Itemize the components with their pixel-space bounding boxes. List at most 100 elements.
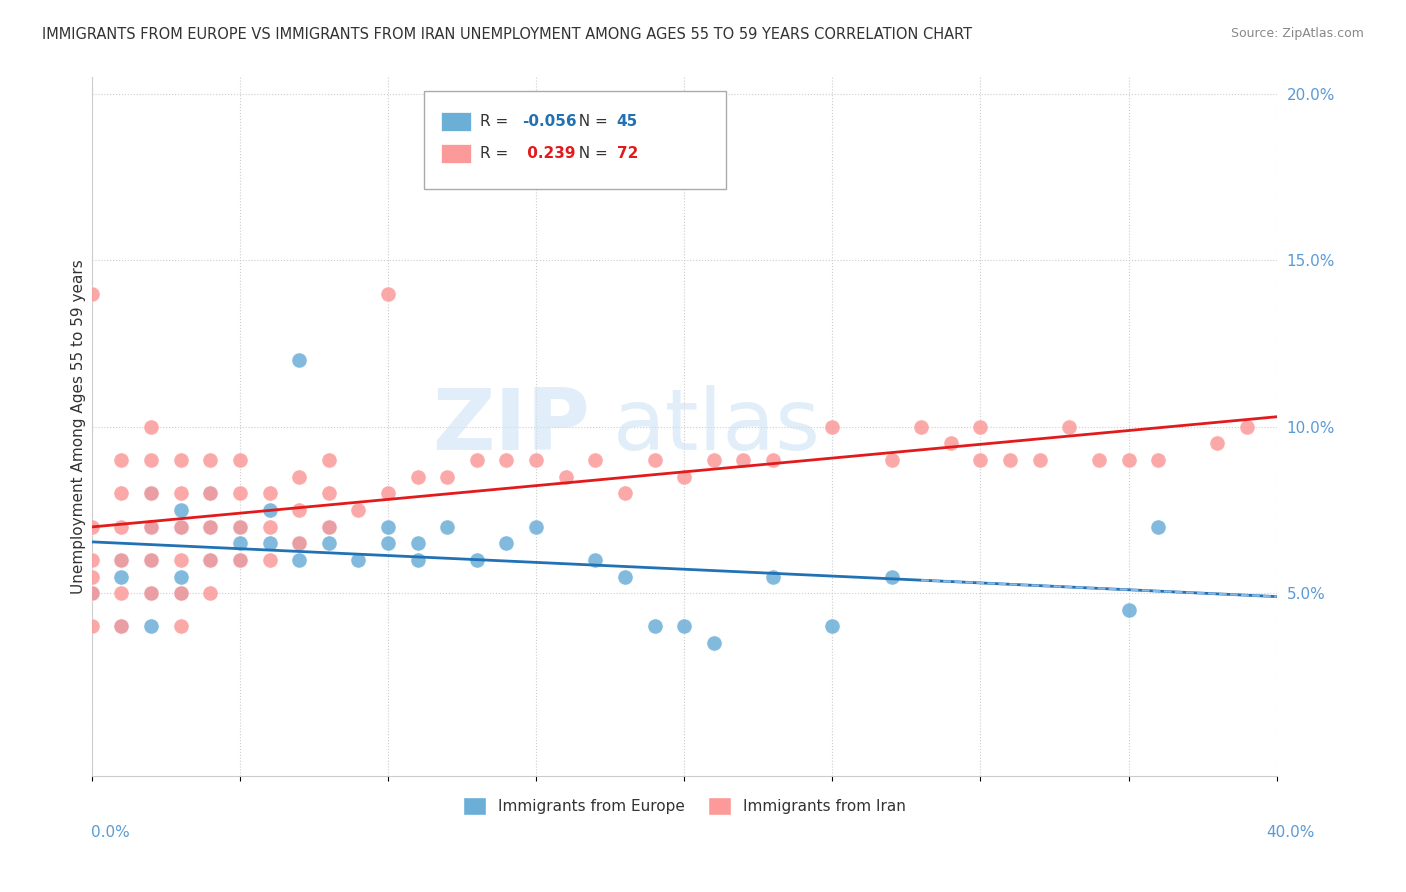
- Point: [703, 636, 725, 650]
- Point: [229, 453, 252, 467]
- Point: [554, 469, 576, 483]
- Point: [139, 519, 162, 533]
- Point: [1147, 453, 1170, 467]
- Point: [229, 553, 252, 567]
- Point: [259, 503, 281, 517]
- Point: [139, 519, 162, 533]
- Point: [139, 586, 162, 600]
- Point: [880, 453, 903, 467]
- Point: [169, 519, 191, 533]
- Point: [200, 586, 222, 600]
- Point: [821, 419, 844, 434]
- Point: [436, 469, 458, 483]
- Point: [465, 553, 488, 567]
- Point: [288, 536, 311, 550]
- Point: [762, 453, 785, 467]
- Point: [169, 486, 191, 500]
- Point: [377, 286, 399, 301]
- Point: [1147, 519, 1170, 533]
- Point: [524, 519, 547, 533]
- Point: [200, 453, 222, 467]
- Point: [110, 519, 132, 533]
- Point: [495, 453, 517, 467]
- Text: -0.056: -0.056: [522, 114, 576, 129]
- Text: 0.239: 0.239: [522, 146, 575, 161]
- Point: [288, 353, 311, 368]
- Point: [139, 553, 162, 567]
- Point: [200, 519, 222, 533]
- Point: [139, 453, 162, 467]
- Text: N =: N =: [569, 146, 613, 161]
- Point: [583, 453, 606, 467]
- Point: [998, 453, 1021, 467]
- Point: [169, 586, 191, 600]
- Point: [1118, 453, 1140, 467]
- Point: [1088, 453, 1111, 467]
- Legend: Immigrants from Europe, Immigrants from Iran: Immigrants from Europe, Immigrants from …: [454, 788, 915, 824]
- Point: [318, 519, 340, 533]
- Point: [436, 519, 458, 533]
- Point: [80, 286, 103, 301]
- Point: [673, 619, 696, 633]
- Point: [139, 486, 162, 500]
- Text: Source: ZipAtlas.com: Source: ZipAtlas.com: [1230, 27, 1364, 40]
- Point: [583, 553, 606, 567]
- Text: R =: R =: [481, 114, 513, 129]
- Point: [406, 536, 429, 550]
- Point: [377, 519, 399, 533]
- Point: [644, 453, 666, 467]
- Point: [110, 619, 132, 633]
- Point: [200, 553, 222, 567]
- Text: 40.0%: 40.0%: [1267, 825, 1315, 840]
- Point: [821, 619, 844, 633]
- Point: [465, 453, 488, 467]
- Point: [318, 519, 340, 533]
- Point: [169, 569, 191, 583]
- Point: [318, 486, 340, 500]
- Point: [110, 569, 132, 583]
- Point: [406, 469, 429, 483]
- Point: [169, 453, 191, 467]
- Point: [406, 553, 429, 567]
- Point: [229, 519, 252, 533]
- Point: [259, 486, 281, 500]
- Point: [1118, 603, 1140, 617]
- Point: [200, 486, 222, 500]
- Point: [347, 553, 370, 567]
- Point: [318, 453, 340, 467]
- Point: [200, 553, 222, 567]
- Point: [229, 519, 252, 533]
- Point: [969, 453, 991, 467]
- Point: [80, 569, 103, 583]
- Point: [288, 553, 311, 567]
- Point: [644, 619, 666, 633]
- Point: [80, 586, 103, 600]
- Point: [673, 469, 696, 483]
- Point: [110, 486, 132, 500]
- Point: [139, 619, 162, 633]
- Text: IMMIGRANTS FROM EUROPE VS IMMIGRANTS FROM IRAN UNEMPLOYMENT AMONG AGES 55 TO 59 : IMMIGRANTS FROM EUROPE VS IMMIGRANTS FRO…: [42, 27, 973, 42]
- Point: [229, 553, 252, 567]
- Point: [288, 469, 311, 483]
- Point: [259, 519, 281, 533]
- Point: [495, 536, 517, 550]
- Y-axis label: Unemployment Among Ages 55 to 59 years: Unemployment Among Ages 55 to 59 years: [72, 260, 86, 594]
- FancyBboxPatch shape: [441, 112, 471, 131]
- Point: [169, 519, 191, 533]
- Point: [139, 586, 162, 600]
- Text: N =: N =: [569, 114, 613, 129]
- Point: [614, 486, 637, 500]
- Text: ZIP: ZIP: [432, 385, 589, 468]
- Point: [1028, 453, 1050, 467]
- Point: [169, 619, 191, 633]
- Point: [1206, 436, 1229, 450]
- Text: 0.0%: 0.0%: [91, 825, 131, 840]
- Point: [110, 619, 132, 633]
- Point: [229, 536, 252, 550]
- Point: [80, 619, 103, 633]
- Text: R =: R =: [481, 146, 513, 161]
- Point: [259, 536, 281, 550]
- Point: [880, 569, 903, 583]
- Text: 72: 72: [617, 146, 638, 161]
- Point: [169, 503, 191, 517]
